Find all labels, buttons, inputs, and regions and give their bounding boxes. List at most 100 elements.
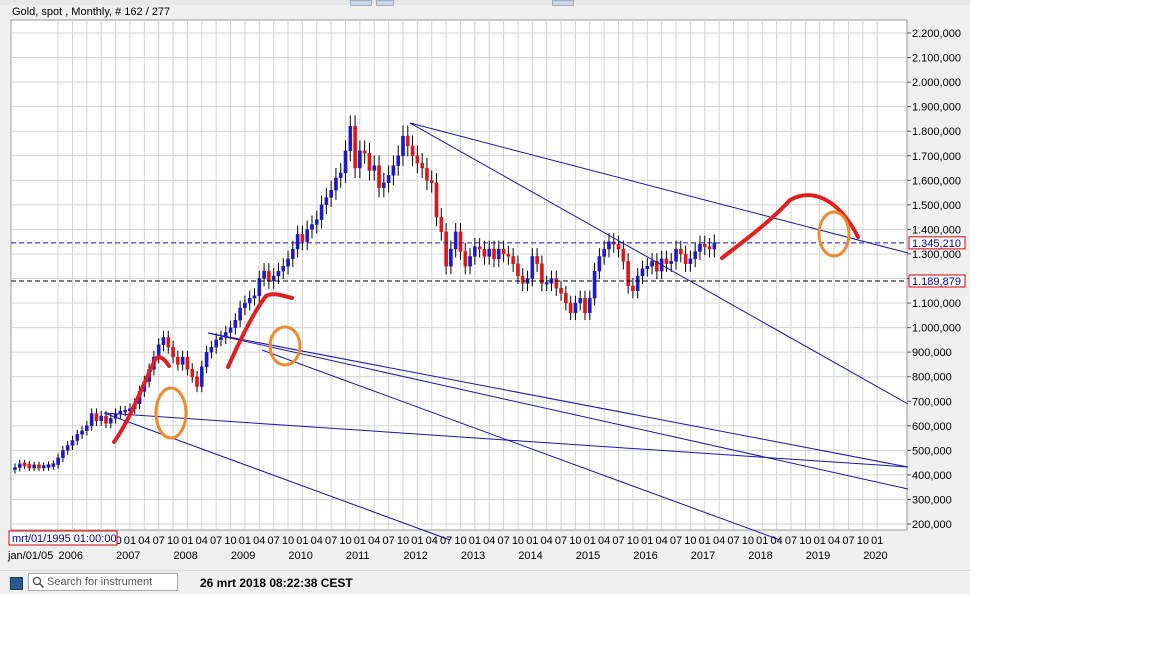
candle-up[interactable] (688, 258, 693, 264)
candle-down[interactable] (702, 243, 707, 247)
candle-down[interactable] (655, 261, 659, 272)
candle-up[interactable] (271, 275, 276, 282)
candle-down[interactable] (353, 126, 357, 169)
candle-up[interactable] (693, 251, 697, 260)
chart-canvas[interactable]: 2.200,000 2.100,000 2.000,000 1.900,000 1.80… (0, 0, 970, 570)
candle-down[interactable] (195, 376, 199, 387)
candle-up[interactable] (607, 241, 611, 250)
candle-up[interactable] (291, 248, 295, 260)
candle-up[interactable] (578, 297, 583, 304)
candle-up[interactable] (588, 297, 592, 314)
candle-up[interactable] (334, 177, 338, 191)
candle-down[interactable] (37, 464, 41, 469)
candle-down[interactable] (564, 293, 568, 304)
candle-up[interactable] (650, 261, 654, 267)
candle-up[interactable] (51, 463, 56, 467)
candle-up[interactable] (161, 337, 166, 345)
candle-up[interactable] (32, 464, 36, 469)
candle-up[interactable] (468, 256, 472, 267)
candle-up[interactable] (597, 256, 602, 272)
candle-down[interactable] (482, 248, 487, 257)
candle-down[interactable] (683, 253, 688, 264)
candle-down[interactable] (631, 285, 635, 291)
candle-up[interactable] (56, 457, 60, 465)
candle-down[interactable] (501, 248, 506, 255)
candle-up[interactable] (89, 413, 94, 426)
candle-up[interactable] (453, 231, 458, 250)
candle-up[interactable] (544, 282, 549, 285)
candle-up[interactable] (487, 248, 492, 257)
candle-up[interactable] (310, 224, 314, 230)
candle-down[interactable] (104, 415, 108, 424)
candle-up[interactable] (200, 366, 204, 387)
candle-up[interactable] (209, 347, 214, 353)
candle-up[interactable] (635, 275, 640, 291)
trendline[interactable] (409, 122, 909, 254)
candle-up[interactable] (61, 450, 65, 458)
trendline[interactable] (261, 349, 781, 541)
candle-down[interactable] (559, 288, 563, 294)
candle-up[interactable] (214, 339, 218, 348)
candle-up[interactable] (219, 337, 223, 341)
candle-down[interactable] (540, 263, 544, 284)
candle-up[interactable] (338, 172, 343, 179)
candle-up[interactable] (372, 165, 377, 171)
candle-down[interactable] (377, 165, 381, 188)
candle-down[interactable] (439, 216, 444, 233)
candle-up[interactable] (75, 434, 80, 441)
candle-down[interactable] (511, 256, 515, 264)
candle-down[interactable] (171, 347, 175, 358)
candle-up[interactable] (358, 150, 362, 169)
candle-down[interactable] (362, 150, 367, 154)
candle-up[interactable] (640, 268, 645, 277)
candle-up[interactable] (85, 425, 89, 431)
candle-down[interactable] (410, 145, 415, 156)
candle-up[interactable] (712, 242, 717, 250)
candle-up[interactable] (99, 415, 104, 422)
candle-down[interactable] (616, 243, 621, 250)
candle-up[interactable] (473, 246, 477, 257)
candle-up[interactable] (324, 197, 329, 206)
candle-up[interactable] (276, 270, 281, 277)
candle-down[interactable] (300, 234, 305, 242)
candle-down[interactable] (679, 248, 683, 255)
plot-area[interactable] (10, 19, 908, 531)
candle-down[interactable] (554, 278, 559, 289)
candle-up[interactable] (314, 219, 319, 225)
candle-down[interactable] (425, 167, 429, 181)
candle-down[interactable] (434, 182, 439, 218)
candle-down[interactable] (506, 253, 511, 257)
candle-up[interactable] (70, 440, 75, 446)
candle-down[interactable] (185, 356, 190, 370)
candle-down[interactable] (463, 251, 468, 267)
candle-down[interactable] (367, 153, 372, 171)
candle-down[interactable] (520, 275, 525, 284)
trendline[interactable] (207, 332, 909, 490)
candle-down[interactable] (94, 413, 99, 422)
candle-down[interactable] (535, 256, 539, 264)
candle-up[interactable] (382, 182, 386, 188)
candle-down[interactable] (415, 155, 420, 164)
candle-up[interactable] (281, 266, 286, 272)
candle-up[interactable] (243, 302, 247, 309)
candle-up[interactable] (123, 409, 127, 413)
search-box[interactable] (28, 573, 178, 591)
candle-down[interactable] (420, 162, 424, 169)
candle-down[interactable] (27, 463, 32, 469)
candle-down[interactable] (405, 135, 410, 147)
trendline[interactable] (207, 332, 909, 468)
candle-up[interactable] (386, 175, 391, 183)
toolbar-button[interactable] (376, 0, 394, 6)
candle-down[interactable] (621, 248, 626, 262)
candle-up[interactable] (396, 155, 401, 166)
candle-up[interactable] (329, 189, 333, 198)
candle-down[interactable] (664, 258, 669, 264)
candle-up[interactable] (449, 248, 453, 267)
candle-up[interactable] (496, 248, 501, 260)
candle-down[interactable] (444, 231, 448, 267)
candle-down[interactable] (626, 261, 630, 287)
candle-up[interactable] (319, 204, 324, 220)
candle-up[interactable] (247, 297, 252, 304)
candle-up[interactable] (592, 270, 597, 299)
candle-up[interactable] (108, 418, 113, 424)
